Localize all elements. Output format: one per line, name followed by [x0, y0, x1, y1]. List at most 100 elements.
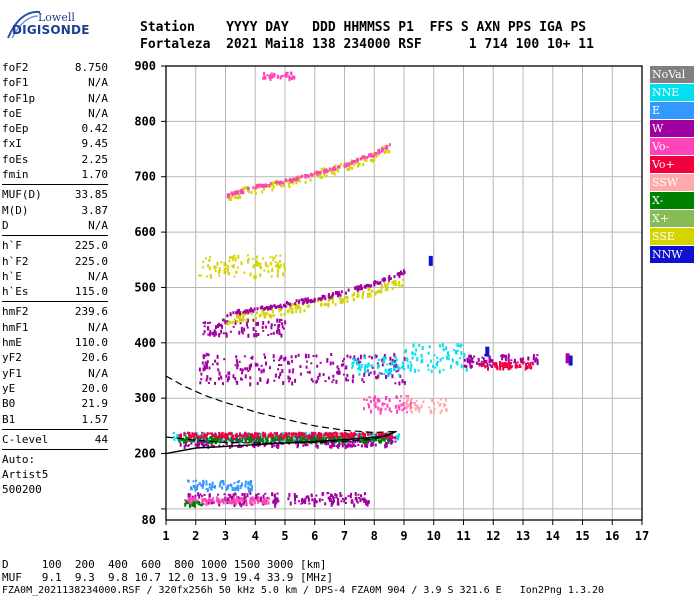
muf-row: MUF 9.1 9.3 9.8 10.7 12.0 13.9 19.4 33.9…: [2, 571, 334, 584]
echo-point: [463, 358, 466, 362]
echo-point: [252, 327, 255, 331]
param-name: h`Es: [2, 285, 29, 299]
echo-point: [332, 432, 335, 435]
param-row: B1 1.57: [2, 412, 108, 427]
echo-point: [231, 496, 234, 499]
echo-point: [245, 444, 248, 447]
echo-point: [452, 348, 455, 351]
echo-point: [299, 431, 302, 436]
echo-point: [306, 174, 309, 178]
echo-point: [378, 290, 381, 294]
echo-point: [383, 403, 386, 405]
echo-point: [269, 77, 272, 81]
echo-point: [507, 361, 510, 364]
echo-point: [310, 493, 313, 497]
echo-point: [433, 402, 436, 406]
echo-point: [259, 313, 262, 317]
echo-point: [287, 439, 290, 442]
echo-point: [345, 377, 348, 382]
echo-trace-curved: [226, 143, 391, 199]
echo-point: [313, 437, 316, 441]
echo-point: [275, 264, 278, 268]
echo-point: [201, 266, 204, 269]
echo-point: [257, 497, 260, 500]
echo-point: [318, 432, 320, 436]
echo-point: [334, 431, 337, 434]
echo-point: [334, 164, 337, 168]
echo-point: [291, 381, 294, 386]
echo-point: [328, 436, 331, 439]
echo-point: [367, 362, 370, 367]
echo-point: [379, 281, 382, 285]
echo-point: [338, 435, 341, 440]
echo-point: [360, 363, 363, 368]
echo-point: [202, 437, 205, 441]
echo-point: [299, 310, 302, 314]
echo-point: [262, 257, 265, 260]
echo-point: [240, 445, 243, 448]
echo-point: [282, 181, 284, 185]
echo-point: [273, 324, 276, 327]
echo-point: [362, 163, 365, 166]
echo-point: [201, 498, 204, 503]
echo-point: [336, 165, 339, 169]
echo-point: [368, 404, 370, 409]
echo-point: [251, 500, 254, 503]
echo-point: [207, 501, 210, 505]
echo-point: [292, 432, 295, 437]
echo-point: [263, 353, 266, 356]
echo-point: [442, 348, 445, 352]
echo-point: [398, 366, 401, 370]
echo-point: [319, 175, 322, 179]
echo-point: [357, 292, 360, 296]
echo-point: [357, 359, 360, 364]
param-row: h`Es 115.0: [2, 284, 108, 299]
echo-point: [266, 499, 269, 502]
echo-point: [403, 271, 406, 274]
echo-point: [227, 437, 229, 440]
echo-point: [469, 364, 472, 368]
echo-point: [370, 441, 373, 445]
echo-point: [257, 183, 260, 187]
echo-point: [280, 184, 283, 188]
echo-point: [295, 303, 298, 307]
param-row: foF1 N/A: [2, 75, 108, 90]
x-tick-label: 5: [281, 529, 288, 543]
x-tick-label: 12: [486, 529, 500, 543]
echo-point: [279, 254, 282, 257]
echo-point: [188, 497, 191, 501]
echo-point: [225, 500, 228, 504]
legend-item: SSW: [650, 174, 694, 191]
echo-point: [339, 432, 342, 435]
echo-point: [488, 356, 491, 361]
echo-point: [193, 501, 196, 506]
echo-point: [271, 268, 274, 272]
echo-point: [297, 178, 300, 182]
echo-point: [266, 184, 269, 187]
echo-point: [536, 354, 539, 357]
echo-point: [276, 432, 278, 437]
echo-point: [303, 300, 306, 304]
echo-point: [225, 267, 228, 270]
echo-point: [346, 373, 349, 377]
echo-point: [185, 438, 188, 441]
echo-point: [241, 330, 244, 334]
echo-point: [240, 503, 243, 508]
echo-point: [351, 166, 354, 170]
echo-point: [395, 370, 398, 373]
echo-point: [263, 315, 266, 319]
param-row: M(D) 3.87: [2, 203, 108, 218]
echo-point: [353, 355, 356, 360]
echo-point: [239, 368, 242, 371]
echo-point: [374, 405, 377, 409]
echo-point: [227, 268, 229, 272]
echo-point: [321, 498, 324, 501]
echo-point: [341, 444, 344, 448]
param-row: h`E N/A: [2, 269, 108, 284]
echo-point: [322, 434, 325, 437]
echo-point: [275, 180, 278, 184]
echo-point: [221, 431, 224, 436]
echo-point: [221, 439, 224, 442]
echo-point: [326, 358, 329, 363]
echo-point: [347, 445, 350, 448]
